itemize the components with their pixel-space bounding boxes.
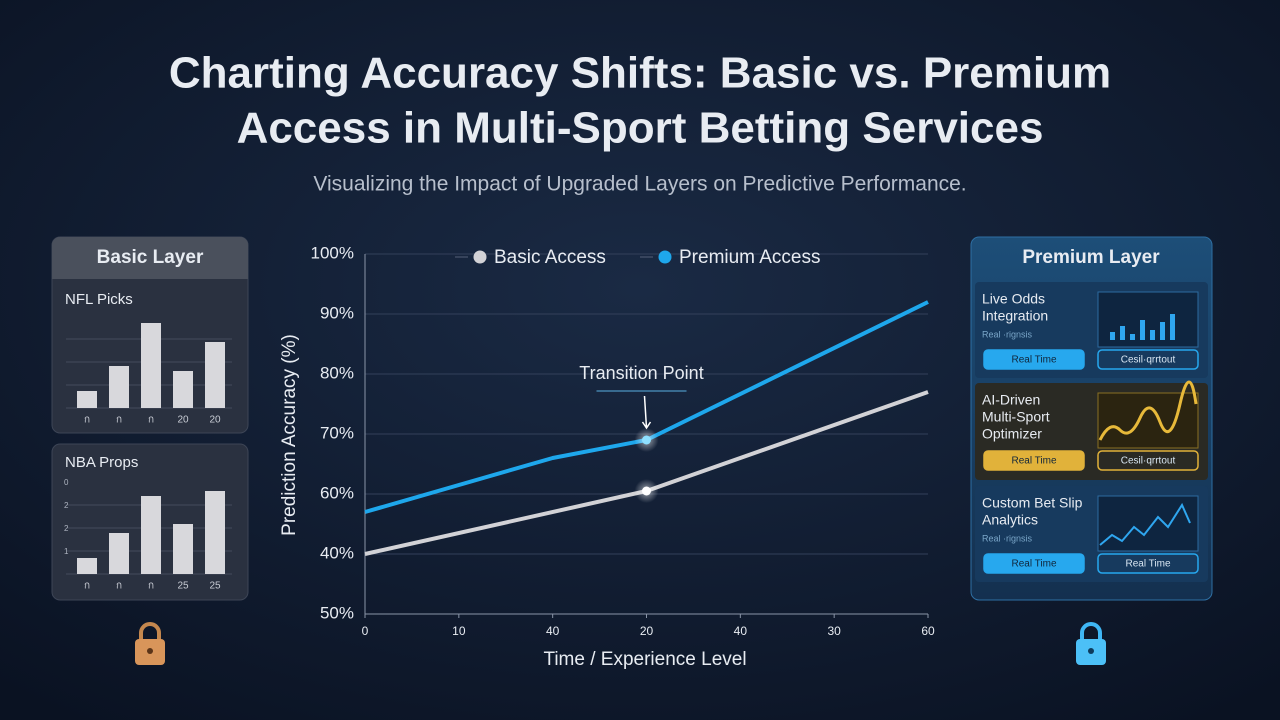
card-button[interactable] xyxy=(1097,349,1199,370)
card-button-label: Real Time xyxy=(1125,559,1170,570)
mini-x-label: ก xyxy=(116,581,122,592)
mini-y-label: 2 xyxy=(64,524,69,533)
x-tick-label: 60 xyxy=(921,624,935,638)
y-tick-label: 90% xyxy=(320,303,354,322)
y-axis-label: Prediction Accuracy (%) xyxy=(279,334,300,536)
mini-y-label: 1 xyxy=(64,547,69,556)
mini-x-label: 25 xyxy=(209,581,221,592)
thumb-line xyxy=(1098,380,1198,441)
y-tick-label: 80% xyxy=(320,363,354,382)
card-title: Live Odds xyxy=(982,291,1045,307)
annotation-arrow xyxy=(641,395,652,430)
mini-y-label: 2 xyxy=(64,501,69,510)
title: Access in Multi-Sport Betting Services xyxy=(237,104,1044,153)
x-tick-label: 30 xyxy=(827,624,841,638)
annotation: Transition Point xyxy=(579,363,703,383)
legend-label: Premium Access xyxy=(679,247,820,268)
panel-header xyxy=(52,237,248,279)
card-caption: Real ·rignsis xyxy=(982,329,1033,339)
legend-swatch xyxy=(658,250,672,264)
y-tick-label: 60% xyxy=(320,483,354,502)
mini-bar xyxy=(77,391,97,408)
card-button-label: Real Time xyxy=(1011,355,1056,366)
thumb xyxy=(1097,392,1199,449)
mini-bar xyxy=(141,323,161,408)
lock-icon xyxy=(135,622,165,665)
card-caption: Real ·rignsis xyxy=(982,533,1033,543)
point xyxy=(642,435,651,445)
mini-x-label: 20 xyxy=(177,415,189,426)
x-tick-label: 40 xyxy=(734,624,748,638)
card-title: Multi-Sport xyxy=(982,409,1050,425)
thumb-bars xyxy=(1105,314,1175,340)
x-axis-label: Time / Experience Level xyxy=(543,649,746,670)
point xyxy=(642,486,651,496)
mini-x-label: 20 xyxy=(209,415,221,426)
card-title: Custom Bet Slip xyxy=(982,495,1083,511)
y-tick-label: 50% xyxy=(320,603,354,622)
mini-x-label: ก xyxy=(148,415,154,426)
mini-bar xyxy=(109,366,129,408)
panel-title: Premium Layer xyxy=(1022,247,1160,268)
mini-bar xyxy=(109,533,129,574)
card-title: AI-Driven xyxy=(982,392,1040,408)
mini-title: NFL Picks xyxy=(65,291,133,308)
card-button-label: Cesil·qrrtout xyxy=(1121,456,1176,467)
card-button[interactable] xyxy=(1097,553,1199,574)
mini-y-label: 0 xyxy=(64,478,69,487)
card-button-label: Cesil·qrrtout xyxy=(1121,355,1176,366)
mini-bar xyxy=(205,491,225,574)
y-tick-label: 70% xyxy=(320,423,354,442)
y-tick-label: 100% xyxy=(311,243,354,262)
card-button-label: Real Time xyxy=(1011,456,1056,467)
mini-title: NBA Props xyxy=(65,454,138,471)
mini-bar xyxy=(77,558,97,574)
thumb xyxy=(1097,495,1199,552)
thumb-line xyxy=(1099,502,1191,546)
card-button[interactable] xyxy=(983,553,1085,574)
mini-bar xyxy=(141,496,161,574)
subtitle: Visualizing the Impact of Upgraded Layer… xyxy=(313,173,966,196)
card-title: Optimizer xyxy=(982,426,1042,442)
panel-title: Basic Layer xyxy=(97,247,204,268)
card-title: Analytics xyxy=(982,512,1038,528)
lock-icon xyxy=(1076,622,1106,665)
series-line xyxy=(364,300,929,514)
legend-swatch xyxy=(473,250,487,264)
card-button[interactable] xyxy=(1097,450,1199,471)
mini-x-label: ก xyxy=(84,581,90,592)
mini-x-label: ก xyxy=(148,581,154,592)
card-button[interactable] xyxy=(983,349,1085,370)
mini-bar xyxy=(205,342,225,408)
x-tick-label: 10 xyxy=(452,624,466,638)
x-tick-label: 0 xyxy=(362,624,369,638)
mini-bar xyxy=(173,371,193,408)
mini-x-label: ก xyxy=(116,415,122,426)
x-tick-label: 40 xyxy=(546,624,560,638)
premium-panel: Premium Layer xyxy=(970,236,1213,601)
card-title: Integration xyxy=(982,308,1048,324)
mini-x-label: 25 xyxy=(177,581,189,592)
x-tick-label: 20 xyxy=(640,624,654,638)
card-button-label: Real Time xyxy=(1011,559,1056,570)
mini-bar xyxy=(173,524,193,574)
card-button[interactable] xyxy=(983,450,1085,471)
legend-label: Basic Access xyxy=(494,247,606,268)
mini-x-label: ก xyxy=(84,415,90,426)
title: Charting Accuracy Shifts: Basic vs. Prem… xyxy=(169,49,1111,98)
y-tick-label: 40% xyxy=(320,543,354,562)
